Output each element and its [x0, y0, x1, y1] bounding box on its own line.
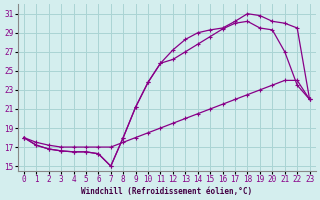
X-axis label: Windchill (Refroidissement éolien,°C): Windchill (Refroidissement éolien,°C): [81, 187, 252, 196]
